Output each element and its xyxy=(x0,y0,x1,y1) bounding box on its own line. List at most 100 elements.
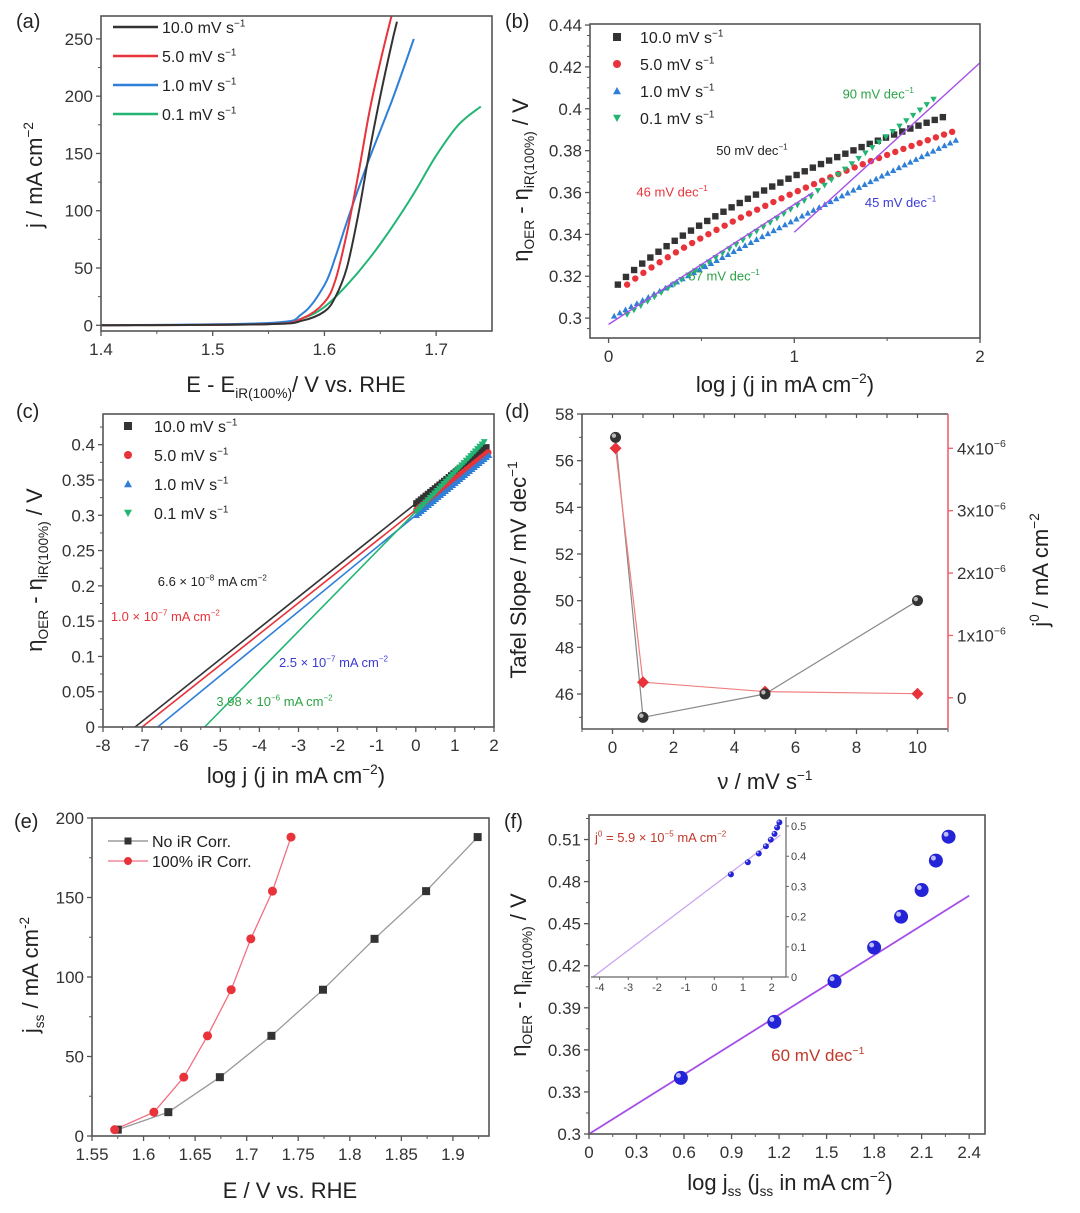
legend-label: 0.1 mV s−1 xyxy=(162,105,237,124)
data-point xyxy=(124,837,132,845)
j0-line xyxy=(614,448,918,695)
data-point xyxy=(696,266,703,273)
data-point xyxy=(712,213,719,220)
data-point xyxy=(482,444,490,451)
text-span: −2 xyxy=(21,122,36,138)
data-point xyxy=(908,142,915,150)
data-point-highlight xyxy=(611,433,617,438)
data-point xyxy=(202,1031,212,1041)
data-point xyxy=(770,227,777,234)
text-span: OER xyxy=(522,220,537,250)
text-span: 45 mV dec xyxy=(865,195,928,210)
text-span: −1 xyxy=(699,184,709,193)
data-point xyxy=(622,273,630,281)
y-tick-label: 250 xyxy=(65,30,93,49)
data-point xyxy=(894,909,909,924)
y-tick-label: 56 xyxy=(555,452,574,471)
text-span: / mA cm xyxy=(1028,529,1053,615)
text-span: 0 xyxy=(957,689,966,708)
data-point xyxy=(892,148,899,156)
data-point xyxy=(896,123,903,130)
data-point xyxy=(719,254,726,260)
y-right-tick-label: 2x10−6 xyxy=(957,563,1006,583)
legend-label: 1.0 mV s−1 xyxy=(162,76,237,95)
text-span: ) xyxy=(867,372,874,397)
data-point xyxy=(695,222,703,229)
data-point xyxy=(705,230,712,238)
text-span: iR(100%) xyxy=(235,386,292,401)
data-point xyxy=(872,175,880,182)
text-span: 0 xyxy=(1027,614,1042,622)
y-tick-label: 0.42 xyxy=(549,58,582,77)
text-span: η xyxy=(22,639,47,651)
y-tick-label: 0.3 xyxy=(558,309,582,328)
data-point xyxy=(777,179,784,186)
text-span: log j (j in mA cm xyxy=(207,763,362,788)
data-point xyxy=(760,187,768,194)
y-tick-label: 0.51 xyxy=(548,831,581,850)
y-tick-label: 0 xyxy=(86,718,95,737)
y-tick-label: 0.44 xyxy=(549,16,582,35)
data-point xyxy=(767,836,774,843)
slope-annotation: 50 mV dec−1 xyxy=(716,142,788,157)
y-tick-label: 0.2 xyxy=(71,577,95,596)
fit-line xyxy=(588,894,970,1135)
exchange-current-annotation: 1.0 × 10−7 mA cm−2 xyxy=(111,609,221,624)
data-point xyxy=(632,275,639,282)
text-span: mA cm xyxy=(674,830,717,845)
data-point xyxy=(776,224,783,231)
data-point xyxy=(613,87,621,95)
text-span: - η xyxy=(506,983,531,1015)
data-point xyxy=(848,161,856,168)
data-point xyxy=(697,235,704,242)
text-span: −2 xyxy=(258,573,268,582)
text-span: −1 xyxy=(505,461,520,477)
x-tick-label: 1.5 xyxy=(201,340,225,359)
data-point xyxy=(901,161,908,168)
data-point xyxy=(810,180,818,188)
text-span: 2.5 × 10 xyxy=(279,655,326,670)
text-span: 6.6 × 10 xyxy=(158,574,205,589)
y-tick-label: 100 xyxy=(65,202,93,221)
legend-label: 1.0 mV s−1 xyxy=(640,82,715,101)
data-point xyxy=(713,226,720,234)
data-point xyxy=(924,136,931,144)
text-span: log j xyxy=(687,1170,727,1195)
inset-y-tick-label: 0.4 xyxy=(791,851,806,863)
text-span: 10.0 mV s xyxy=(162,20,234,37)
data-point xyxy=(867,157,875,165)
data-point xyxy=(623,281,631,288)
x-axis-label: log j (j in mA cm−2) xyxy=(696,371,874,397)
extrapolation-line xyxy=(141,509,417,728)
data-point xyxy=(828,177,835,184)
inset: -4 -3 -2 -1 0 1 200.10.20.30.40.5j0 = 5.9 × 10… xyxy=(591,817,806,994)
text-span: −1 xyxy=(778,142,788,151)
y-axis-label: ηOER - ηiR(100%) / V xyxy=(506,893,535,1057)
data-point-highlight xyxy=(769,1016,775,1022)
text-span: ν / mV s xyxy=(718,769,797,794)
inset-x-tick-label: -3 xyxy=(623,982,633,994)
y-tick-label: 0.36 xyxy=(548,1041,581,1060)
data-point xyxy=(810,206,817,213)
data-point-highlight xyxy=(913,596,919,602)
text-span: E - E xyxy=(186,372,235,397)
data-point xyxy=(903,118,910,125)
extrapolation-line xyxy=(157,514,417,728)
panel-c: (c) -8 -7 -6 -5 -4 -3 -2 -1 0 1 2 0 0.05 0.1 0.15 0.2 0.2… xyxy=(16,401,499,788)
y-tick-label: 0 xyxy=(75,1127,84,1146)
panel-label-c: (c) xyxy=(16,401,39,423)
text-span: −1 xyxy=(751,268,761,277)
data-point xyxy=(759,688,771,700)
data-point xyxy=(907,158,914,165)
data-point xyxy=(485,451,493,459)
text-span: −6 xyxy=(271,693,281,702)
y-tick-label: 0.05 xyxy=(62,683,95,702)
inset-y-tick-label: 0.1 xyxy=(791,942,806,954)
data-point xyxy=(929,147,937,154)
y-right-tick-label: 1x10−6 xyxy=(957,625,1006,645)
panel-label-e: (e) xyxy=(14,811,38,833)
y-tick-label: 0.34 xyxy=(549,225,582,244)
data-point xyxy=(704,217,711,225)
x-tick-label: 1.2 xyxy=(767,1143,791,1162)
y-axis-label: jss / mA cm-2 xyxy=(17,917,47,1034)
